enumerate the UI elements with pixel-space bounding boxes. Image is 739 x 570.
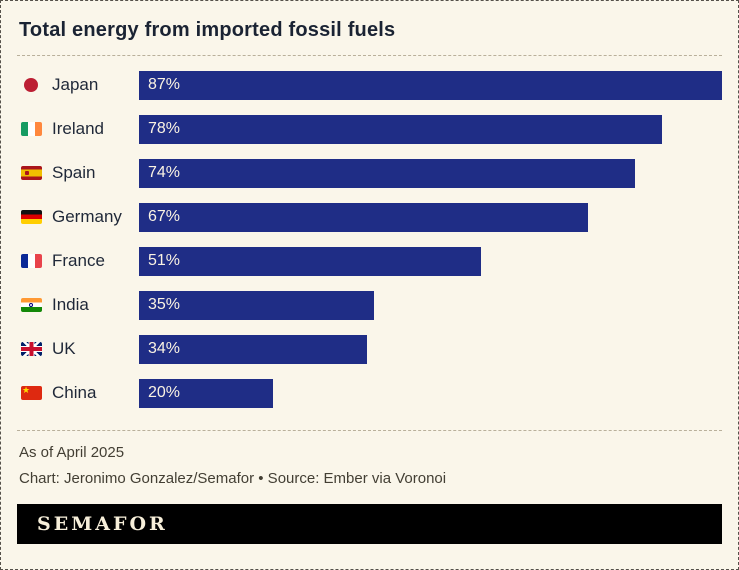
country-row: France 51% xyxy=(17,239,722,283)
country-row: Japan 87% xyxy=(17,63,722,107)
flag-china-icon xyxy=(21,386,42,400)
country-label-group: France xyxy=(17,251,139,271)
bar-track: 35% xyxy=(139,290,722,320)
bar: 78% xyxy=(139,114,662,144)
bar-value-label: 51% xyxy=(148,252,181,269)
footnote-asof: As of April 2025 xyxy=(19,444,125,461)
flag-spain-icon xyxy=(21,166,42,180)
bar: 34% xyxy=(139,334,367,364)
country-name: UK xyxy=(52,339,76,358)
bar-value-label: 67% xyxy=(148,208,181,225)
country-name: Germany xyxy=(52,207,122,226)
country-label-group: India xyxy=(17,295,139,315)
bar: 87% xyxy=(139,70,722,100)
bar: 35% xyxy=(139,290,374,320)
chart-title: Total energy from imported fossil fuels xyxy=(19,19,396,41)
bar-track: 67% xyxy=(139,202,722,232)
bar-value-label: 74% xyxy=(148,164,181,181)
flag-germany-icon xyxy=(21,210,42,224)
bar-value-label: 20% xyxy=(148,384,181,401)
flag-japan-icon xyxy=(21,78,42,92)
bar: 67% xyxy=(139,202,588,232)
country-row: Germany 67% xyxy=(17,195,722,239)
flag-france-icon xyxy=(21,254,42,268)
bar: 74% xyxy=(139,158,635,188)
bar-track: 87% xyxy=(139,70,722,100)
semafor-banner: SEMAFOR xyxy=(17,504,722,544)
bar-track: 34% xyxy=(139,334,722,364)
country-name: India xyxy=(52,295,89,314)
country-label-group: Germany xyxy=(17,207,139,227)
country-row: Ireland 78% xyxy=(17,107,722,151)
footer-divider xyxy=(17,430,722,431)
bar-track: 78% xyxy=(139,114,722,144)
country-label-group: Japan xyxy=(17,75,139,95)
bar-track: 74% xyxy=(139,158,722,188)
country-name: Japan xyxy=(52,75,99,94)
semafor-wordmark: SEMAFOR xyxy=(37,513,168,535)
flag-india-icon xyxy=(21,298,42,312)
chart-rows: Japan 87% Ireland 78% Spain 74% Germany 67% Fran… xyxy=(17,63,722,415)
title-divider xyxy=(17,55,722,56)
country-label-group: UK xyxy=(17,339,139,359)
country-label-group: Spain xyxy=(17,163,139,183)
bar-value-label: 87% xyxy=(148,76,181,93)
country-name: China xyxy=(52,383,97,402)
bar-track: 20% xyxy=(139,378,722,408)
country-row: India 35% xyxy=(17,283,722,327)
country-label-group: Ireland xyxy=(17,119,139,139)
country-name: Ireland xyxy=(52,119,104,138)
bar-value-label: 35% xyxy=(148,296,181,313)
country-name: France xyxy=(52,251,105,270)
bar-track: 51% xyxy=(139,246,722,276)
country-name: Spain xyxy=(52,163,96,182)
bar-value-label: 78% xyxy=(148,120,181,137)
country-row: China 20% xyxy=(17,371,722,415)
country-label-group: China xyxy=(17,383,139,403)
country-row: UK 34% xyxy=(17,327,722,371)
flag-ireland-icon xyxy=(21,122,42,136)
bar: 51% xyxy=(139,246,481,276)
country-row: Spain 74% xyxy=(17,151,722,195)
bar: 20% xyxy=(139,378,274,408)
flag-uk-icon xyxy=(21,342,42,356)
bar-value-label: 34% xyxy=(148,340,181,357)
footnote-credit: Chart: Jeronimo Gonzalez/Semafor • Sourc… xyxy=(19,470,447,487)
